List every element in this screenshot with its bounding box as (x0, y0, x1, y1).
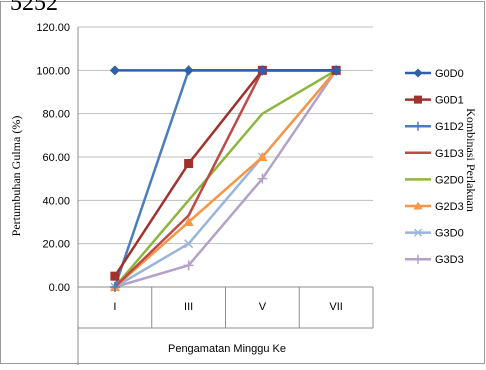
legend-label: G1D2 (435, 121, 464, 133)
x-tick-labels: I III V VII (113, 301, 343, 313)
legend-entry: G0D1 (405, 95, 464, 107)
legend-entry: G2D0 (405, 174, 464, 186)
data-point (413, 228, 423, 237)
category-table (77, 287, 374, 365)
data-point (413, 201, 423, 210)
data-point (413, 121, 423, 131)
legend-label: G1D3 (435, 148, 464, 160)
data-point (184, 239, 194, 249)
series-line (114, 69, 338, 289)
legend-entry: G2D3 (405, 201, 464, 213)
y-axis-label: Pertumbuhan Gulma (%) (9, 116, 23, 237)
series-G2D0 (113, 69, 337, 288)
data-point (109, 282, 120, 292)
legend-label: G2D3 (435, 201, 464, 213)
data-point (414, 95, 422, 104)
legend-label: G0D0 (435, 68, 464, 80)
data-point (109, 65, 120, 76)
chart-border (0, 1, 485, 364)
y-tick-label: 20.00 (42, 239, 70, 251)
data-point (413, 254, 423, 264)
data-point (183, 217, 194, 226)
legend-entry: G0D0 (405, 68, 464, 80)
legend-label: G2D0 (435, 174, 464, 186)
series-G1D3 (114, 69, 337, 288)
legend-label: G0D1 (435, 95, 464, 107)
cut-off-text: 5252 (10, 0, 58, 16)
series-line (114, 69, 337, 288)
data-point (257, 152, 268, 161)
data-point (257, 65, 268, 76)
y-tick-label: 100.00 (36, 65, 70, 77)
y-tick-label: 40.00 (42, 195, 70, 207)
series-layer (109, 65, 342, 292)
legend-entry: G3D3 (405, 254, 464, 266)
x-tick-label: I (113, 301, 116, 313)
x-tick-label: VII (329, 301, 342, 313)
y-tick-label: 80.00 (42, 109, 70, 121)
legend-label: G3D3 (435, 254, 464, 266)
legend-label: G3D0 (435, 228, 464, 240)
legend-entry: G1D2 (405, 121, 464, 133)
data-point (110, 271, 120, 281)
y-tick-label: 0.00 (49, 282, 70, 294)
data-point (184, 159, 194, 168)
legend-entry: G3D0 (405, 228, 464, 240)
legend-entry: G1D3 (405, 148, 464, 160)
x-axis-label: Pengamatan Minggu Ke (168, 343, 286, 355)
x-tick-label: III (184, 301, 193, 313)
legend-title: Kombinasi Perlakuan (464, 108, 478, 212)
y-tick-label: 120.00 (36, 22, 70, 34)
data-point (413, 68, 423, 78)
data-point (257, 173, 268, 184)
y-tick-labels: 0.00 20.00 40.00 60.00 80.00 100.00 120.00 (36, 22, 70, 294)
data-point (331, 65, 342, 76)
series-line (113, 69, 337, 277)
series-line (114, 69, 338, 288)
series-G0D1 (110, 65, 341, 281)
data-point (183, 65, 194, 76)
y-tick-label: 60.00 (42, 152, 70, 164)
legend: G0D0 G0D1 G1D2 G1D3 G2D0 G2D3 G3D0 G3D3 (405, 68, 464, 266)
axes (77, 27, 373, 288)
x-tick-label: V (259, 301, 267, 313)
data-point (183, 260, 194, 271)
series-G0D0 (109, 65, 342, 76)
series-line (113, 69, 337, 288)
